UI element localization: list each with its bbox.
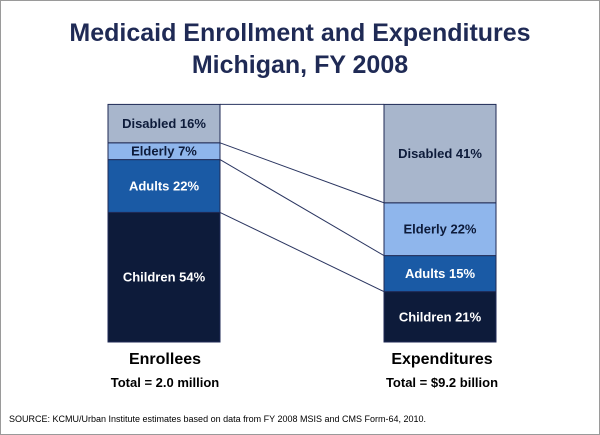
chart-subtitle: Michigan, FY 2008	[191, 51, 409, 79]
expenditures-bar-adults	[383, 255, 497, 293]
expenditures-label-disabled: Disabled 41%	[398, 146, 482, 161]
enrollees-caption: Enrollees Total = 2.0 million	[65, 351, 265, 390]
expenditures-bar-disabled	[383, 103, 497, 204]
connector-line-children	[219, 211, 385, 293]
expenditures-total: Total = $9.2 billion	[385, 375, 499, 390]
expenditures-label-adults: Adults 15%	[405, 266, 476, 281]
expenditures-label: Expenditures	[391, 351, 493, 368]
expenditures-label-elderly: Elderly 22%	[404, 222, 477, 237]
enrollees-total: Total = 2.0 million	[110, 375, 220, 390]
enrollees-label-children: Children 54%	[123, 270, 206, 285]
enrollees-label-elderly: Elderly 7%	[131, 144, 197, 159]
expenditures-caption: Expenditures Total = $9.2 billion	[342, 351, 542, 390]
expenditures-label-children: Children 21%	[399, 309, 482, 324]
chart-title: Medicaid Enrollment and Expenditures	[69, 19, 531, 47]
connector-line-elderly	[219, 142, 385, 204]
expenditures-bar-elderly	[383, 202, 497, 257]
enrollees-label: Enrollees	[128, 351, 202, 368]
enrollees-label-disabled: Disabled 16%	[122, 116, 206, 131]
source-note: SOURCE: KCMU/Urban Institute estimates b…	[9, 414, 427, 424]
enrollees-bar-adults	[107, 159, 221, 213]
connector-line-adults	[219, 159, 385, 257]
enrollees-label-adults: Adults 22%	[129, 179, 200, 194]
enrollees-bar-disabled	[107, 103, 221, 144]
